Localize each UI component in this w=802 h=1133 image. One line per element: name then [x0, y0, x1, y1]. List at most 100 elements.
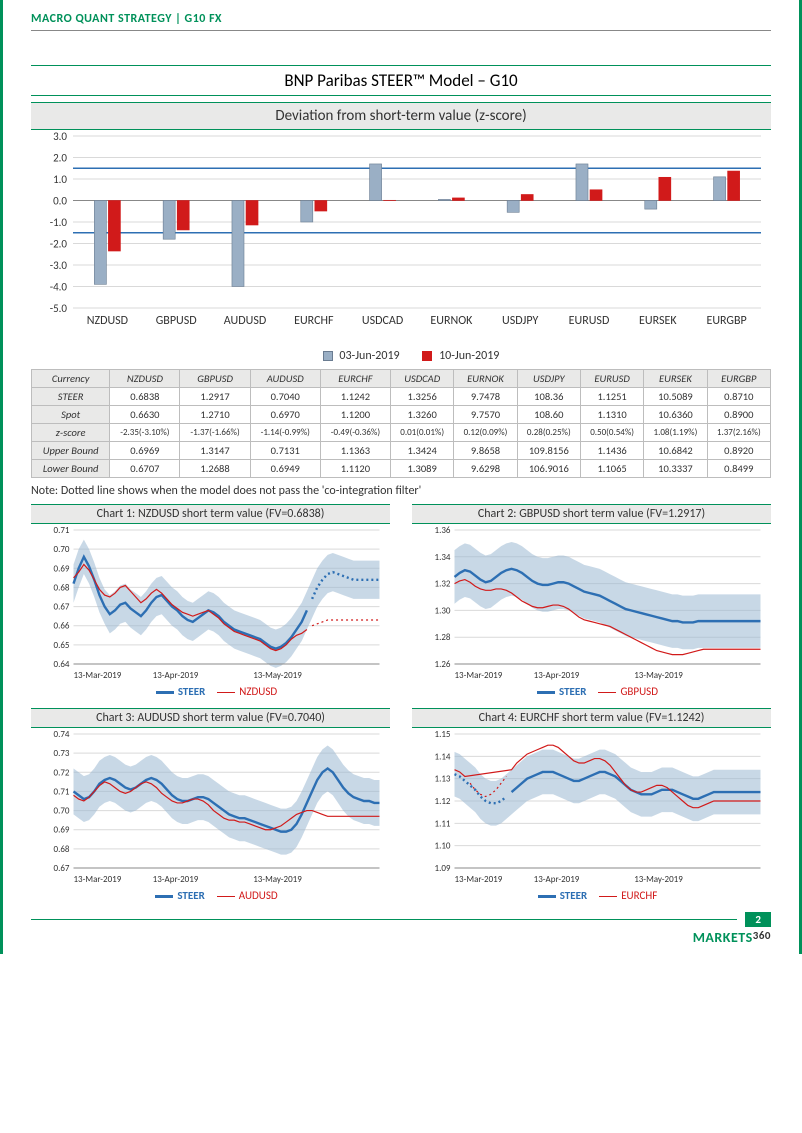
svg-text:0.72: 0.72 — [54, 767, 70, 778]
footer-brand-a: MARKETS — [693, 929, 753, 946]
svg-text:1.12: 1.12 — [435, 796, 451, 807]
svg-text:1.11: 1.11 — [435, 818, 451, 829]
table-header: NZDUSD — [110, 370, 180, 388]
mini-chart-4: 1.091.101.111.121.131.141.1513-Mar-20191… — [412, 728, 771, 888]
mini-chart-title: Chart 2: GBPUSD short term value (FV=1.2… — [412, 504, 771, 524]
svg-text:-5.0: -5.0 — [50, 302, 68, 315]
svg-text:-2.0: -2.0 — [50, 238, 68, 251]
svg-text:1.26: 1.26 — [435, 659, 451, 670]
main-chart-legend: 03-Jun-2019 10-Jun-2019 — [31, 349, 771, 363]
svg-text:13-Mar-2019: 13-Mar-2019 — [455, 670, 503, 681]
mini-chart-title: Chart 3: AUDUSD short term value (FV=0.7… — [31, 708, 390, 728]
svg-text:1.30: 1.30 — [435, 605, 451, 616]
svg-text:0.0: 0.0 — [53, 195, 67, 208]
table-header: EURSEK — [644, 370, 707, 388]
svg-text:0.65: 0.65 — [54, 640, 70, 651]
svg-text:USDJPY: USDJPY — [502, 314, 538, 328]
table-row: Upper Bound0.69691.31470.71311.13631.342… — [32, 442, 771, 460]
page-title: BNP Paribas STEER™ Model – G10 — [31, 65, 771, 96]
svg-text:13-Mar-2019: 13-Mar-2019 — [455, 874, 503, 885]
steer-table: CurrencyNZDUSDGBPUSDAUDUSDEURCHFUSDCADEU… — [31, 369, 771, 478]
svg-text:1.09: 1.09 — [435, 863, 451, 874]
svg-text:1.36: 1.36 — [435, 525, 451, 536]
footer-rule — [31, 919, 737, 920]
svg-text:13-May-2019: 13-May-2019 — [253, 874, 302, 885]
table-row: Spot0.66301.27100.69701.12001.32609.7570… — [32, 406, 771, 424]
svg-text:0.67: 0.67 — [54, 863, 70, 874]
svg-text:1.0: 1.0 — [53, 173, 67, 186]
table-row: Lower Bound0.67071.26880.69491.11201.308… — [32, 460, 771, 478]
table-header: EURNOK — [454, 370, 517, 388]
mini-chart-legend: STEERGBPUSD — [412, 685, 771, 698]
note-text: Note: Dotted line shows when the model d… — [31, 484, 771, 498]
svg-text:0.70: 0.70 — [54, 806, 70, 817]
svg-text:0.64: 0.64 — [54, 659, 70, 670]
svg-text:3.0: 3.0 — [53, 132, 67, 143]
svg-text:GBPUSD: GBPUSD — [156, 314, 197, 328]
svg-text:-3.0: -3.0 — [50, 259, 68, 272]
svg-text:1.13: 1.13 — [435, 774, 451, 785]
svg-text:EURGBP: EURGBP — [706, 314, 746, 328]
svg-text:0.70: 0.70 — [54, 544, 70, 555]
table-header: EURCHF — [320, 370, 390, 388]
svg-text:13-Mar-2019: 13-Mar-2019 — [74, 874, 122, 885]
table-header: GBPUSD — [180, 370, 250, 388]
svg-text:AUDUSD: AUDUSD — [224, 314, 266, 328]
mini-chart-legend: STEEREURCHF — [412, 889, 771, 902]
mini-chart-grid: Chart 1: NZDUSD short term value (FV=0.6… — [31, 504, 771, 902]
svg-text:-1.0: -1.0 — [50, 216, 68, 229]
table-row: z-score-2.35(-3.10%)-1.37(-1.66%)-1.14(-… — [32, 424, 771, 442]
svg-text:13-May-2019: 13-May-2019 — [634, 874, 683, 885]
page-number: 2 — [745, 912, 771, 927]
svg-text:1.34: 1.34 — [435, 552, 451, 563]
svg-text:0.69: 0.69 — [54, 563, 70, 574]
svg-text:NZDUSD: NZDUSD — [87, 314, 128, 328]
svg-text:EURUSD: EURUSD — [569, 314, 610, 328]
mini-chart-1: 0.640.650.660.670.680.690.700.7113-Mar-2… — [31, 524, 390, 684]
svg-text:0.69: 0.69 — [54, 825, 70, 836]
svg-text:13-Apr-2019: 13-Apr-2019 — [534, 874, 580, 885]
svg-text:0.74: 0.74 — [54, 729, 70, 740]
svg-text:13-Apr-2019: 13-Apr-2019 — [534, 670, 580, 681]
mini-chart-title: Chart 1: NZDUSD short term value (FV=0.6… — [31, 504, 390, 524]
legend-label-a: 03-Jun-2019 — [339, 349, 399, 363]
mini-chart-panel: Chart 2: GBPUSD short term value (FV=1.2… — [412, 504, 771, 698]
svg-text:EURSEK: EURSEK — [639, 314, 677, 328]
svg-text:1.28: 1.28 — [435, 632, 451, 643]
svg-text:-4.0: -4.0 — [50, 281, 68, 294]
svg-text:13-Apr-2019: 13-Apr-2019 — [153, 670, 199, 681]
table-header: EURGBP — [707, 370, 770, 388]
table-header: USDCAD — [391, 370, 454, 388]
svg-text:13-Apr-2019: 13-Apr-2019 — [153, 874, 199, 885]
mini-chart-legend: STEERNZDUSD — [31, 685, 390, 698]
mini-chart-title: Chart 4: EURCHF short term value (FV=1.1… — [412, 708, 771, 728]
mini-chart-panel: Chart 4: EURCHF short term value (FV=1.1… — [412, 708, 771, 902]
mini-chart-2: 1.26 1.28 1.30 1.32 1.34 1.36 13-Mar-2019 13-Ap… — [412, 524, 771, 684]
legend-swatch-b — [422, 351, 432, 361]
deviation-title: Deviation from short-term value (z-score… — [31, 102, 771, 130]
svg-text:13-May-2019: 13-May-2019 — [634, 670, 683, 681]
svg-text:13-May-2019: 13-May-2019 — [253, 670, 302, 681]
svg-text:1.32: 1.32 — [435, 579, 451, 590]
mini-chart-3: 0.67 0.68 0.69 0.70 0.71 0.72 0.73 0.74 13-Mar-2… — [31, 728, 390, 888]
svg-text:2.0: 2.0 — [53, 152, 67, 165]
legend-label-b: 10-Jun-2019 — [439, 349, 499, 363]
footer: 2 — [31, 912, 771, 927]
svg-text:0.68: 0.68 — [54, 844, 70, 855]
svg-text:USDCAD: USDCAD — [362, 314, 403, 328]
svg-text:0.66: 0.66 — [54, 621, 70, 632]
table-header: USDJPY — [517, 370, 580, 388]
svg-text:0.71: 0.71 — [54, 525, 70, 536]
footer-brand: MARKETS360 — [31, 929, 771, 946]
table-row: STEER0.68381.29170.70401.12421.32569.747… — [32, 388, 771, 406]
table-header: EURUSD — [580, 370, 643, 388]
header-strap: MACRO QUANT STRATEGY | G10 FX — [31, 12, 771, 31]
mini-chart-panel: Chart 1: NZDUSD short term value (FV=0.6… — [31, 504, 390, 698]
svg-text:13-Mar-2019: 13-Mar-2019 — [74, 670, 122, 681]
table-header: AUDUSD — [250, 370, 320, 388]
svg-text:EURCHF: EURCHF — [294, 314, 334, 328]
legend-swatch-a — [323, 351, 333, 361]
svg-text:1.10: 1.10 — [435, 841, 451, 852]
svg-text:0.71: 0.71 — [54, 786, 70, 797]
svg-text:0.73: 0.73 — [54, 748, 70, 759]
